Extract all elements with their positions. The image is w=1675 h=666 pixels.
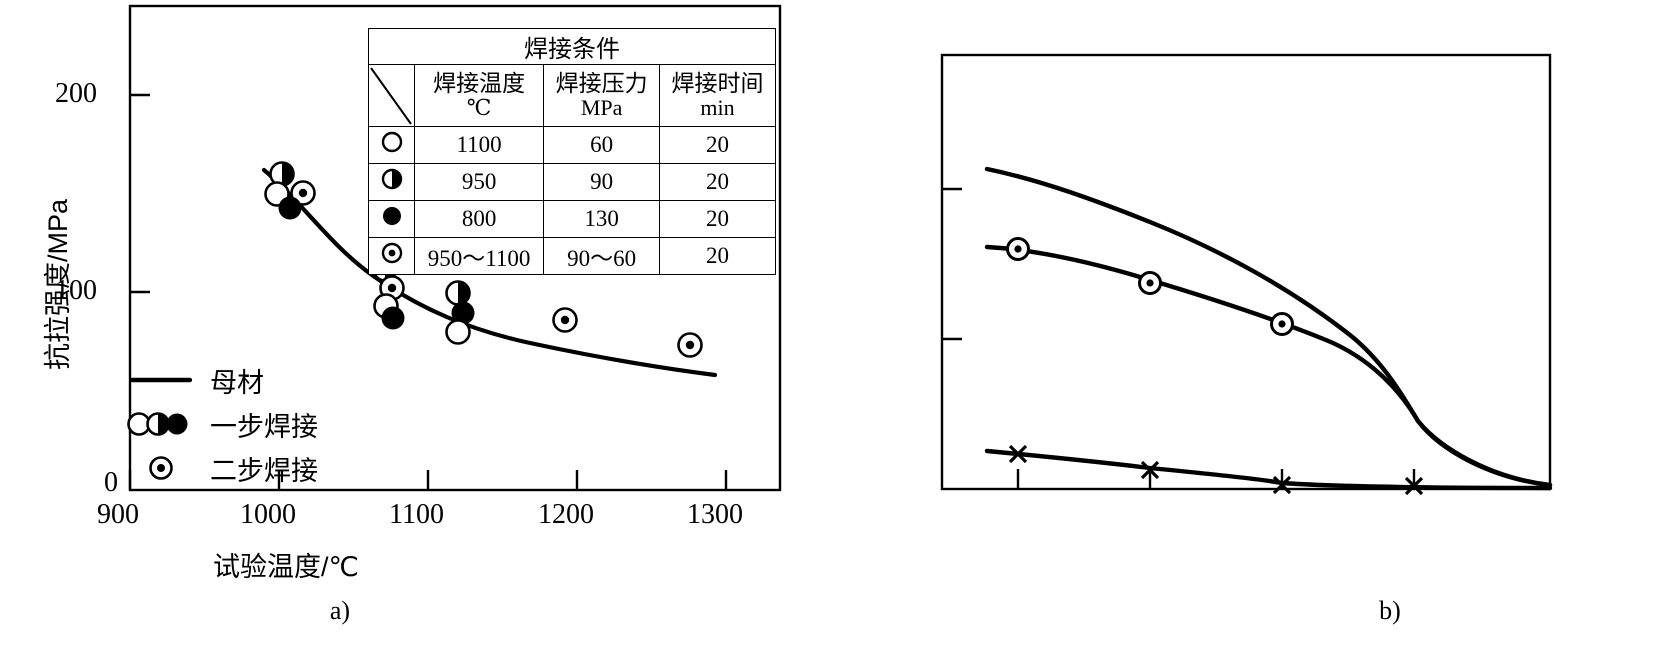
marker-dotted-circle: [1138, 271, 1162, 295]
panel-b-two-step-curve: [984, 244, 1553, 488]
table-title-row: 焊接条件: [368, 28, 776, 65]
legend-item-base-metal: 母材: [118, 358, 378, 402]
marker-cross: [1140, 460, 1160, 480]
header-temperature-name: 焊接温度: [433, 70, 526, 97]
row-temperature: 950～1100: [413, 237, 545, 275]
panel-a-xtick-1200: 1200: [538, 499, 594, 530]
table-header-pressure: 焊接压力 MPa: [543, 64, 661, 127]
marker-cross: [1404, 476, 1424, 496]
marker-filled-circle: [278, 196, 302, 220]
header-time-unit: min: [700, 95, 735, 121]
row-time: 20: [659, 126, 776, 164]
circles-marker-icon: [118, 410, 204, 438]
header-pressure-unit: MPa: [580, 95, 623, 121]
panel-a-base-metal-curve: [261, 167, 718, 378]
row-time: 20: [659, 163, 776, 201]
panel-b-one-step-markers: [1008, 444, 1424, 496]
panel-b-one-step-curve: [984, 448, 1553, 491]
table-row: 950～1100 90～60 20: [368, 237, 776, 275]
panel-b: 20 10 0 1000 1100 1200 1300 母材 一步焊接: [840, 0, 1675, 666]
row-temperature: 800: [413, 200, 545, 238]
table-header-row: 焊接温度 ℃ 焊接压力 MPa 焊接时间 min: [368, 64, 776, 127]
marker-half-circle: [269, 161, 295, 187]
row-symbol-open-circle: [368, 126, 415, 164]
legend-item-two-step-weld: 二步焊接: [118, 446, 378, 490]
table-row: 950 90 20: [368, 163, 776, 201]
legend-label-two-step-weld: 二步焊接: [210, 455, 318, 486]
legend-item-one-step-weld: 一步焊接: [118, 402, 378, 446]
legend-label-one-step-weld: 一步焊接: [210, 411, 318, 442]
panel-a-xtick-1100: 1100: [389, 499, 444, 530]
panel-a-xtick-1300: 1300: [687, 499, 743, 530]
table-row: 800 130 20: [368, 200, 776, 238]
panel-b-y-ticks: [942, 187, 962, 341]
panel-a-x-ticks: [128, 470, 728, 490]
table-corner-cell: [368, 64, 415, 127]
panel-b-axes: [940, 53, 1552, 491]
marker-cross: [1008, 444, 1028, 464]
panel-a-caption: a): [329, 596, 351, 625]
row-pressure: 130: [543, 200, 661, 238]
header-temperature-unit: ℃: [466, 95, 492, 121]
row-temperature: 1100: [413, 126, 545, 164]
row-time: 20: [659, 237, 776, 275]
panel-b-caption: b): [1379, 596, 1401, 625]
panel-a-ytick-200: 200: [55, 78, 97, 109]
marker-open-circle: [445, 319, 471, 345]
legend-label-base-metal: 母材: [210, 367, 264, 398]
panel-a-ytick-0: 0: [104, 467, 118, 498]
table-header-time: 焊接时间 min: [659, 64, 776, 127]
line-marker-icon: [118, 373, 204, 387]
table-row: 1100 60 20: [368, 126, 776, 164]
marker-dotted-circle: [1270, 312, 1294, 336]
table-title: 焊接条件: [368, 28, 776, 65]
panel-a-ytick-100: 100: [55, 275, 97, 306]
row-pressure: 90～60: [543, 237, 661, 275]
table-header-temperature: 焊接温度 ℃: [413, 64, 545, 127]
panel-b-base-metal-curve: [984, 166, 1553, 488]
panel-a-y-axis-title: 抗拉强度/MPa: [43, 198, 73, 370]
panel-a: 200 100 0 900 1000 1100 1200 1300 母材: [43, 4, 782, 582]
marker-dotted-circle: [677, 332, 703, 358]
row-symbol-filled-circle: [368, 200, 415, 238]
marker-filled-circle: [381, 306, 405, 330]
marker-dotted-circle: [552, 307, 578, 333]
panel-a-xtick-1000: 1000: [240, 499, 296, 530]
panel-a-y-ticks: [130, 93, 150, 294]
marker-dotted-circle: [290, 180, 316, 206]
panel-a-legend: 母材 一步焊接: [118, 358, 378, 490]
marker-cross: [1272, 475, 1292, 495]
marker-filled-circle: [451, 301, 475, 325]
marker-dotted-circle: [1006, 237, 1030, 261]
panel-a-axes: [128, 4, 782, 492]
row-symbol-half-circle: [368, 163, 415, 201]
row-pressure: 90: [543, 163, 661, 201]
marker-half-circle: [445, 280, 471, 306]
panel-b-two-step-markers: [1006, 237, 1294, 336]
row-temperature: 950: [413, 163, 545, 201]
panel-b-plot: [940, 53, 1553, 496]
row-pressure: 60: [543, 126, 661, 164]
header-pressure-name: 焊接压力: [555, 70, 648, 97]
panel-a-x-axis-title: 试验温度/℃: [213, 552, 359, 582]
panel-a-xtick-900: 900: [97, 499, 139, 530]
row-symbol-dotted-circle: [368, 237, 415, 275]
welding-conditions-table: 焊接条件 焊接温度 ℃ 焊接压力 MPa 焊接时间 min: [368, 28, 776, 275]
header-time-name: 焊接时间: [671, 70, 764, 97]
row-time: 20: [659, 200, 776, 238]
dotted-circle-marker-icon: [118, 454, 204, 482]
